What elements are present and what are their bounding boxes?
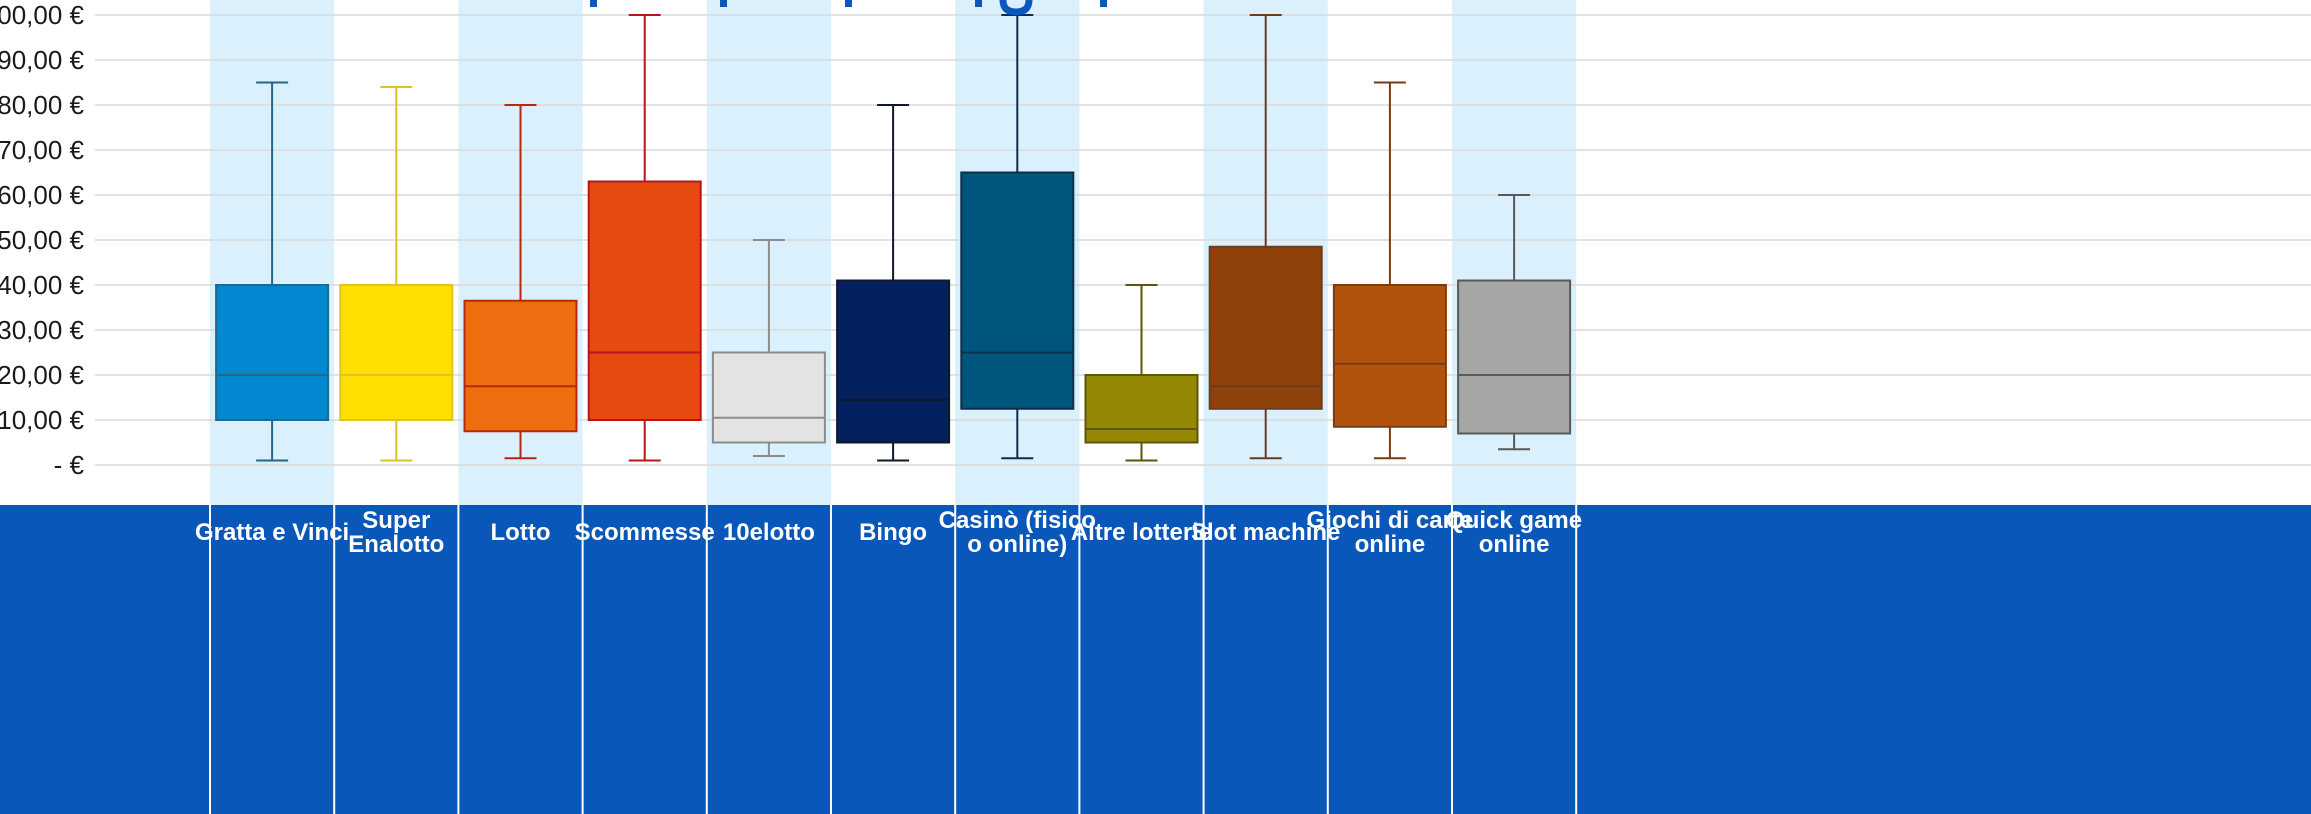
x-tick-label-line: Gratta e Vinci bbox=[195, 519, 349, 546]
x-tick-label-line: Super bbox=[362, 507, 430, 534]
x-tick-label-line: Quick game bbox=[1446, 507, 1582, 534]
y-tick-label: 60,00 € bbox=[0, 180, 85, 210]
iqr-box bbox=[587, 180, 702, 421]
box-3 bbox=[463, 104, 578, 460]
box-7 bbox=[960, 14, 1075, 460]
x-tick-label-line: 10elotto bbox=[723, 519, 815, 546]
box-2 bbox=[339, 86, 454, 462]
iqr-box bbox=[836, 279, 951, 444]
box-6 bbox=[836, 104, 951, 462]
x-tick-label-line: Enalotto bbox=[348, 531, 444, 558]
box-9 bbox=[1208, 14, 1323, 460]
x-tick-label: 10elotto bbox=[723, 519, 815, 546]
x-tick-label: Lotto bbox=[491, 519, 551, 546]
title-glyph-fragment bbox=[590, 0, 597, 7]
y-tick-label: 70,00 € bbox=[0, 135, 85, 165]
y-tick-label: - € bbox=[54, 450, 85, 480]
x-tick-label-line: Giochi di carte bbox=[1307, 507, 1474, 534]
box-4 bbox=[587, 14, 702, 462]
y-tick-label: 90,00 € bbox=[0, 45, 85, 75]
y-axis: - € 10,00 € 20,00 € 30,00 € 40,00 € 50,00 € 60… bbox=[0, 0, 85, 480]
x-tick-label: Bingo bbox=[859, 519, 927, 546]
iqr-box bbox=[711, 351, 826, 444]
iqr-box bbox=[339, 284, 454, 421]
y-tick-label: 20,00 € bbox=[0, 360, 85, 390]
iqr-box bbox=[1208, 245, 1323, 410]
x-tick-label: Scommesse bbox=[575, 519, 715, 546]
title-glyph-fragments bbox=[590, 0, 1107, 16]
title-glyph-fragment bbox=[975, 0, 982, 7]
x-axis-bar: Gratta e Vinci Super Enalotto Lotto Scommess… bbox=[0, 505, 2311, 814]
x-tick-label-line: Bingo bbox=[859, 519, 927, 546]
x-tick-label: Giochi di carte online bbox=[1307, 507, 1474, 558]
y-tick-label: 50,00 € bbox=[0, 225, 85, 255]
box-10 bbox=[1332, 81, 1447, 460]
iqr-box bbox=[1084, 374, 1199, 444]
x-tick-label-line: Altre lotterie bbox=[1071, 519, 1212, 546]
title-glyph-fragment bbox=[845, 0, 852, 7]
title-glyph-fragment bbox=[1100, 0, 1107, 7]
x-tick-label: Quick game online bbox=[1446, 507, 1582, 558]
title-fragment bbox=[590, 0, 1107, 16]
y-tick-label: 40,00 € bbox=[0, 270, 85, 300]
iqr-box bbox=[463, 299, 578, 433]
box-1 bbox=[215, 81, 330, 462]
iqr-box bbox=[215, 284, 330, 421]
iqr-box bbox=[960, 171, 1075, 410]
x-tick-label-line: Casinò (fisico bbox=[939, 507, 1096, 534]
y-tick-label: 80,00 € bbox=[0, 90, 85, 120]
box-8 bbox=[1084, 284, 1199, 462]
x-tick-label-line: Scommesse bbox=[575, 519, 715, 546]
x-tick-label-line: Slot machine bbox=[1191, 519, 1340, 546]
title-glyph-fragment bbox=[999, 0, 1033, 16]
title-glyph-fragment bbox=[720, 0, 727, 7]
box-5 bbox=[711, 239, 826, 457]
x-tick-label-line: online bbox=[1355, 531, 1426, 558]
y-tick-label: 30,00 € bbox=[0, 315, 85, 345]
category-strip bbox=[0, 505, 2311, 814]
boxes bbox=[215, 14, 1572, 462]
x-tick-label: Altre lotterie bbox=[1071, 519, 1212, 546]
iqr-box bbox=[1457, 279, 1572, 435]
x-tick-label: Gratta e Vinci bbox=[195, 519, 349, 546]
x-tick-label-line: o online) bbox=[967, 531, 1067, 558]
x-tick-label: Slot machine bbox=[1191, 519, 1340, 546]
iqr-box bbox=[1332, 284, 1447, 428]
x-tick-label-line: Lotto bbox=[491, 519, 551, 546]
x-tick-label: Casinò (fisico o online) bbox=[939, 507, 1096, 558]
x-tick-label: Super Enalotto bbox=[348, 507, 444, 558]
y-tick-label: 10,00 € bbox=[0, 405, 85, 435]
box-11 bbox=[1457, 194, 1572, 451]
y-tick-label: 100,00 € bbox=[0, 0, 85, 30]
x-tick-label-line: online bbox=[1479, 531, 1550, 558]
